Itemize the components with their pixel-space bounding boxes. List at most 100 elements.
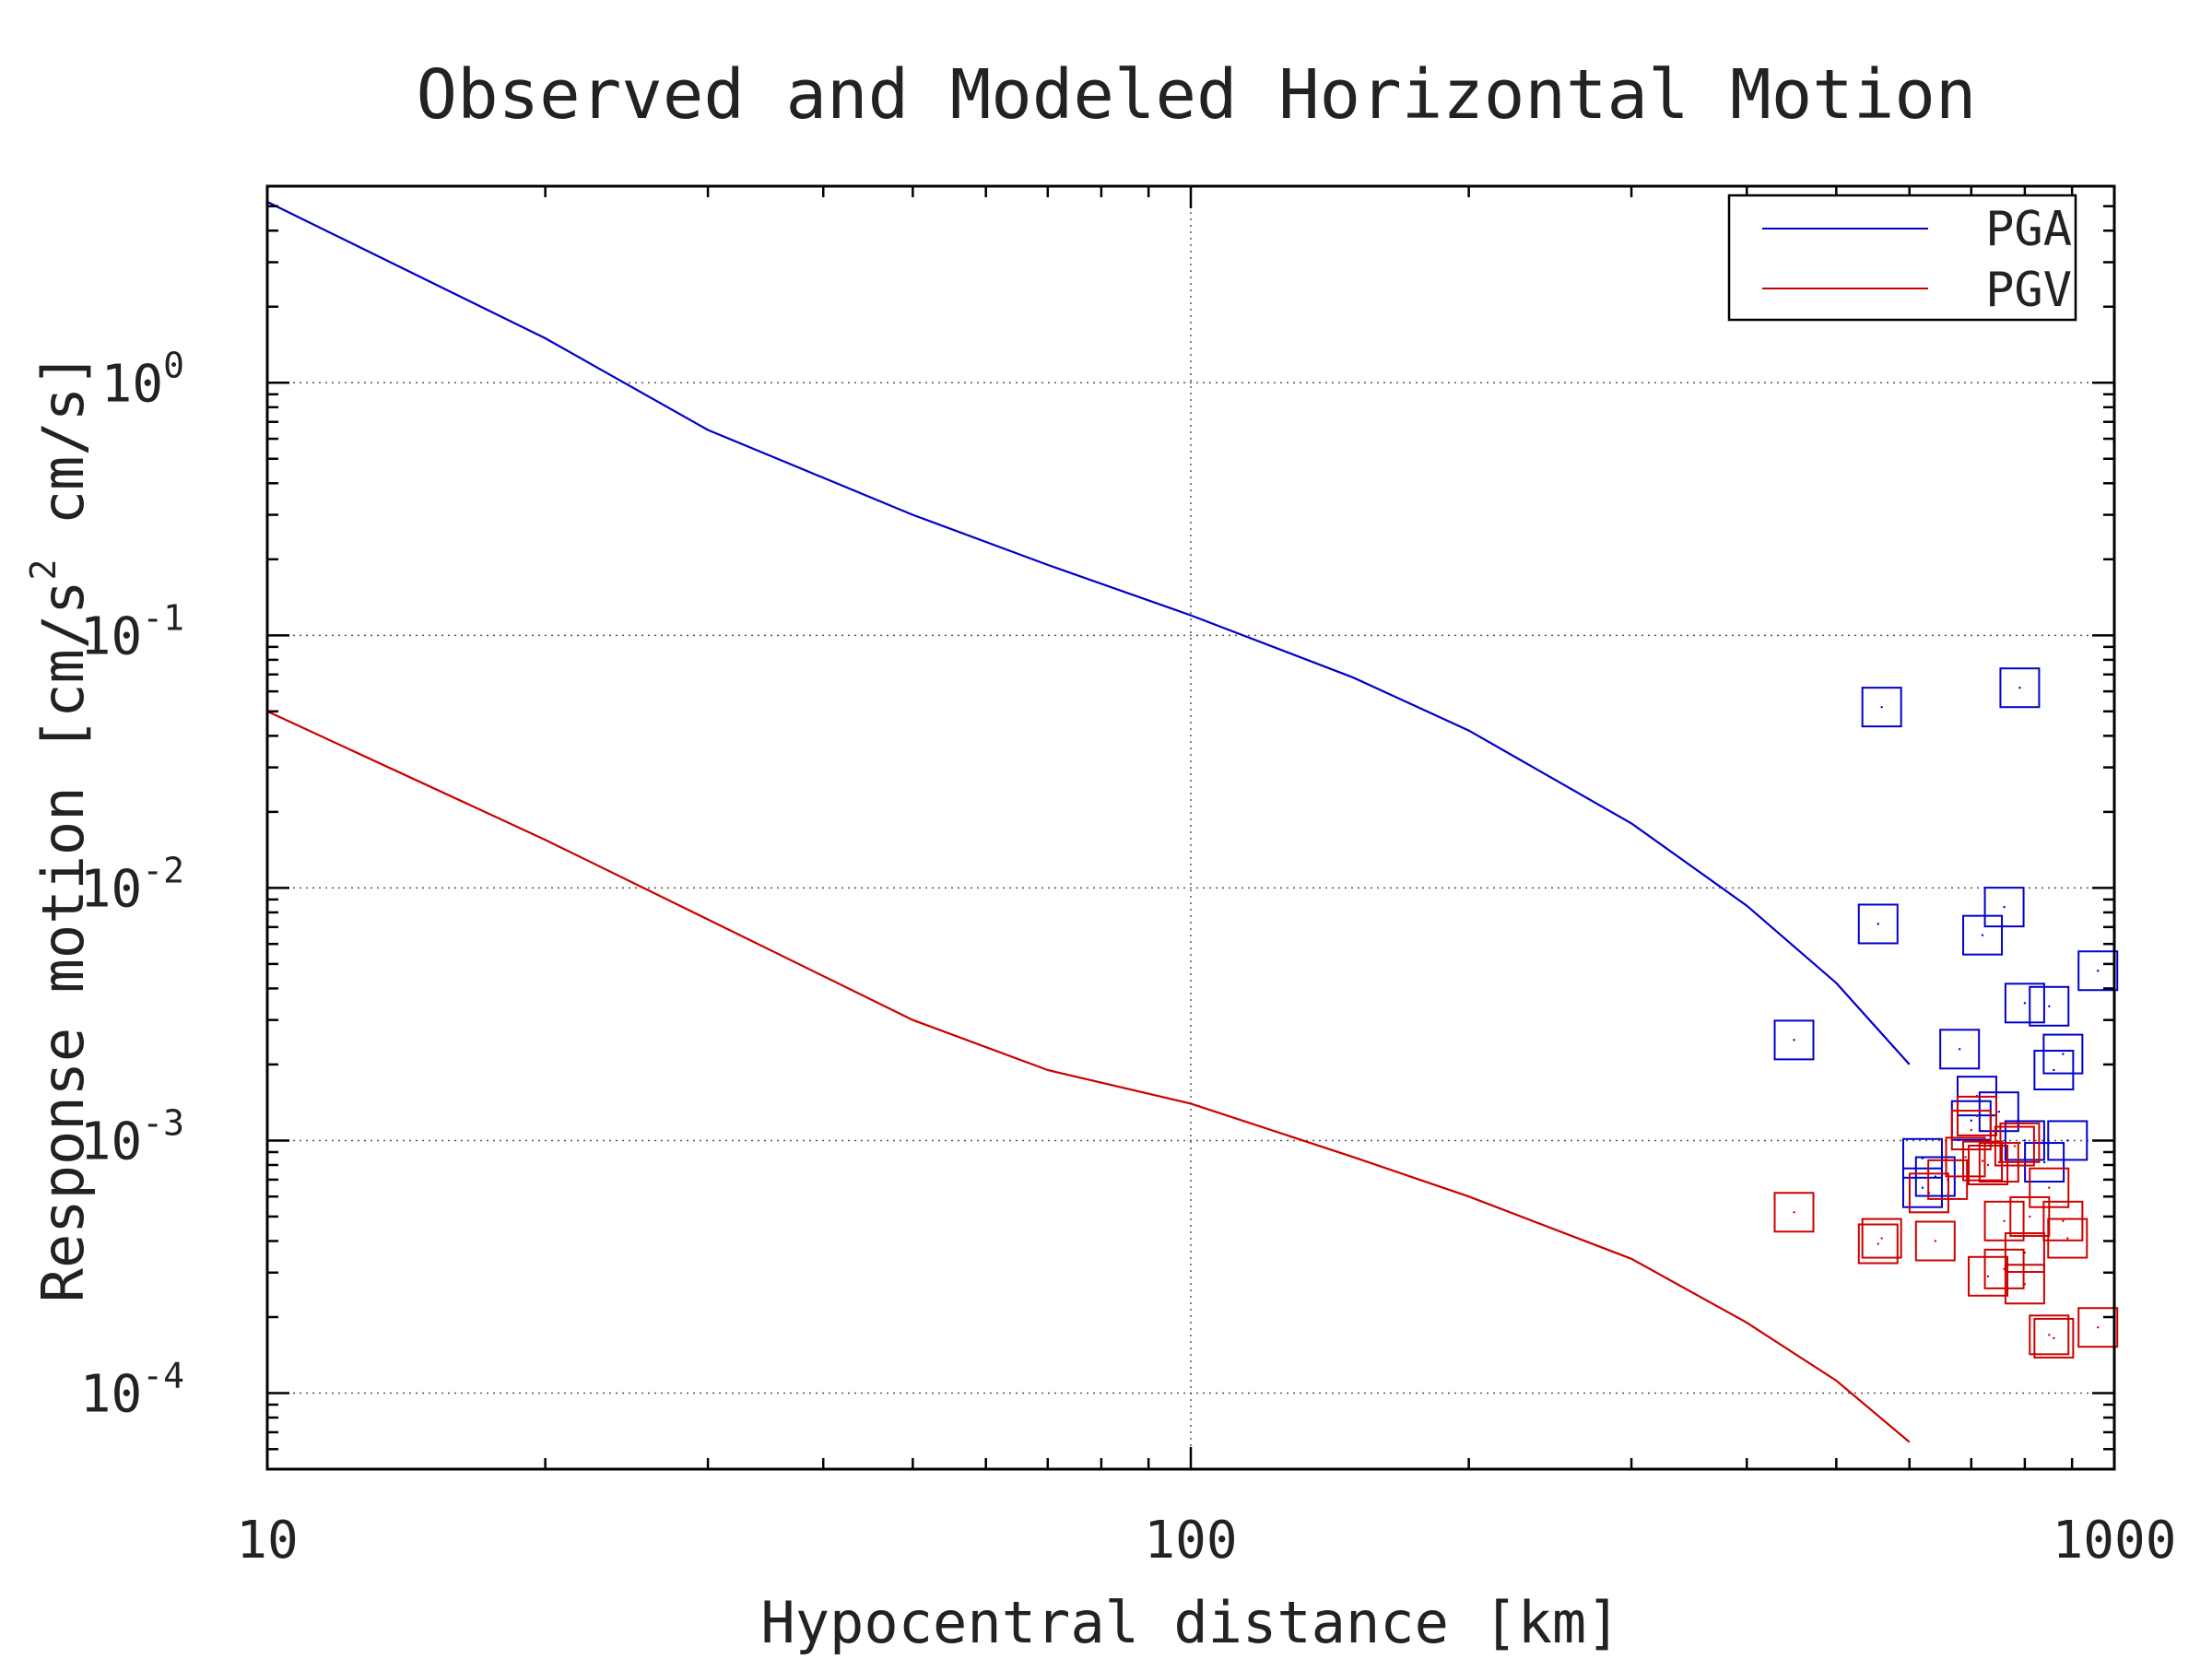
observed-point [1999, 667, 2041, 709]
observed-point-center [2003, 905, 2006, 909]
observed-point [2004, 982, 2045, 1024]
observed-point [1861, 1218, 1902, 1259]
observed-point [1956, 1095, 1997, 1136]
observed-point [1908, 1172, 1949, 1214]
observed-point [1950, 1110, 1992, 1151]
observed-point-center [1997, 1111, 2001, 1113]
legend-pga-label: PGA [1985, 202, 2072, 257]
observed-point-center [2048, 1334, 2051, 1336]
legend-pgv-label: PGV [1985, 263, 2072, 318]
observed-point-center [2013, 1145, 2017, 1147]
observed-point-center [1880, 1237, 1883, 1240]
chart-title: Observed and Modeled Horizontal Motion [417, 55, 1977, 135]
observed-point [1983, 887, 2025, 928]
observed-point-center [2062, 1219, 2065, 1222]
legend: PGA PGV [1727, 194, 2077, 322]
observed-point [1901, 1137, 1943, 1179]
observed-point [2077, 1307, 2119, 1348]
observed-point-center [1958, 1048, 1961, 1051]
points-layer [1773, 667, 2119, 1359]
grid [267, 186, 2114, 1469]
observed-point-center [2003, 1219, 2006, 1222]
observed-point [1939, 1029, 1981, 1070]
observed-point-center [2029, 1215, 2031, 1218]
observed-point-center [1927, 1192, 1931, 1194]
x-tick-labels: 10 100 1000 [236, 1511, 2176, 1571]
observed-point-center [1975, 1114, 1979, 1118]
observed-point [1945, 1136, 1986, 1178]
observed-point [2004, 1264, 2045, 1305]
observed-point [1914, 1220, 1956, 1262]
observed-point [2033, 1317, 2075, 1359]
observed-point [1962, 914, 2004, 956]
observed-point-center [2066, 1237, 2069, 1240]
observed-point-center [1877, 923, 1879, 925]
y-tick-label: 100 [101, 345, 184, 414]
observed-point-center [2066, 1139, 2069, 1142]
y-axis-label: Response motion [cm/s2 cm/s] [23, 353, 97, 1303]
x-tick-label: 10 [236, 1511, 298, 1571]
y-axis-label-suffix: cm/s] [29, 353, 97, 559]
observed-point [1857, 903, 1899, 945]
observed-point-center [1793, 1039, 1795, 1041]
observed-point [2029, 1314, 2070, 1356]
observed-point [2033, 1050, 2075, 1091]
observed-point-center [1970, 1119, 1972, 1122]
observed-point-center [2048, 1005, 2051, 1007]
pga-series-line [266, 201, 1911, 1065]
observed-point-center [1964, 1156, 1967, 1159]
observed-point-center [1880, 705, 1883, 709]
y-axis-label-sup: 2 [23, 559, 64, 581]
observed-point [2042, 1200, 2084, 1241]
x-axis-label: Hypocentral distance [km] [760, 1589, 1620, 1656]
x-tick-label: 1000 [2053, 1511, 2177, 1571]
observed-point-center [1934, 1240, 1936, 1242]
observed-point [1968, 1255, 2009, 1297]
x-tick-label: 100 [1144, 1511, 1237, 1571]
pgv-series-line [266, 710, 1911, 1443]
observed-point [2029, 985, 2070, 1027]
observed-point-center [2042, 1160, 2046, 1164]
observed-point-center [1970, 1128, 1972, 1132]
observed-point-center [1986, 1275, 1990, 1277]
observed-point-center [1921, 1186, 1924, 1189]
observed-point [1983, 1248, 2025, 1289]
y-tick-labels: 100 10-1 10-2 10-3 10-4 [80, 345, 184, 1424]
observed-point-center [2053, 1336, 2055, 1340]
legend-box [1727, 194, 2077, 322]
observed-point [2004, 1232, 2045, 1274]
ticks [265, 184, 2114, 1471]
y-axis-label-prefix: Response motion [cm/s [29, 580, 97, 1302]
y-tick-label: 10-1 [80, 597, 184, 666]
observed-point [2047, 1218, 2088, 1259]
observed-point-center [2023, 1002, 2027, 1005]
observed-point [2077, 950, 2119, 992]
observed-point-center [2062, 1053, 2065, 1055]
observed-point-center [1997, 1160, 2001, 1164]
observed-point [1857, 1223, 1899, 1265]
observed-point [1983, 1200, 2025, 1241]
observed-point-center [1981, 934, 1984, 936]
observed-point-center [2097, 970, 2100, 972]
observed-point [2009, 1195, 2051, 1237]
observed-point [2047, 1120, 2088, 1161]
observed-point-center [1877, 1242, 1879, 1245]
y-tick-label: 10-2 [80, 850, 184, 919]
observed-point-center [1793, 1211, 1795, 1214]
observed-point-center [2023, 1283, 2027, 1286]
observed-point-center [2053, 1068, 2055, 1072]
y-tick-label: 10-4 [80, 1355, 184, 1424]
observed-point [1901, 1167, 1943, 1208]
observed-point-center [1934, 1175, 1936, 1178]
observed-point-center [1981, 1159, 1984, 1162]
observed-point [1861, 687, 1902, 728]
observed-point [1773, 1019, 1815, 1061]
observed-point [1773, 1192, 1815, 1233]
observed-point [1999, 1122, 2041, 1163]
observed-point-center [2097, 1326, 2100, 1329]
series-layer [266, 201, 1911, 1443]
observed-point [1968, 1144, 2009, 1185]
observed-point-center [1986, 1163, 1990, 1167]
observed-point-center [2023, 1139, 2027, 1142]
